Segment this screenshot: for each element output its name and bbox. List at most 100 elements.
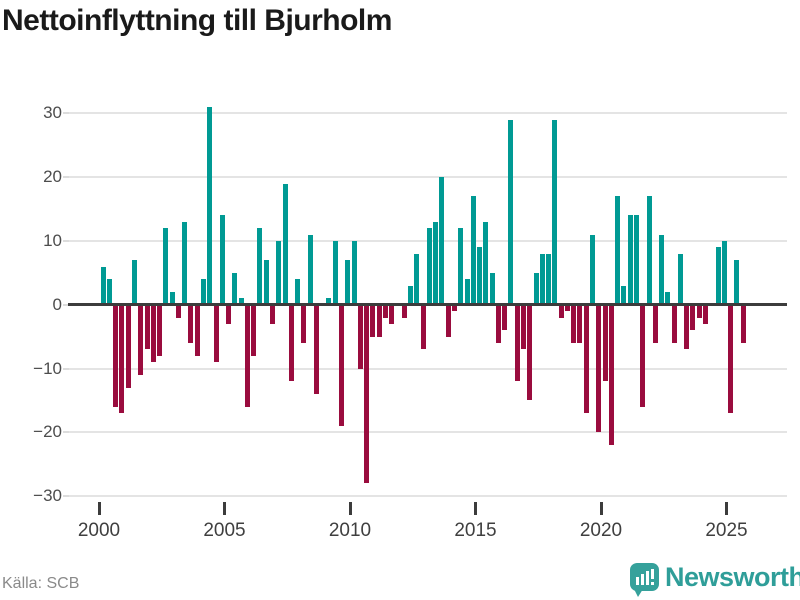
bar-2004Q1 [200,279,206,305]
bar-2011Q1 [376,304,382,337]
bar-2022Q2 [659,234,664,305]
gridline-y-10 [68,367,787,370]
bar-2024Q1 [702,304,708,324]
bar-2009Q4 [345,260,351,305]
bar-2016Q3 [514,304,520,382]
x-tick-label-2015: 2015 [454,520,497,541]
bar-2007Q1 [276,241,282,305]
bar-2010Q2 [357,304,363,369]
bar-2021Q1 [627,215,633,305]
bar-2000Q1 [100,266,106,305]
x-tick-2000 [97,502,101,515]
bar-2003Q3 [188,304,194,344]
bar-2023Q3 [690,304,696,331]
bar-2005Q2 [232,272,238,305]
bar-2021Q4 [646,196,652,305]
bar-2009Q3 [339,304,344,427]
bar-2011Q2 [382,304,388,318]
bar-2010Q1 [351,241,357,305]
bar-2012Q1 [401,304,407,318]
bar-2006Q2 [257,228,263,305]
bar-2001Q1 [125,304,131,388]
bar-2022Q1 [652,304,658,344]
bar-2000Q2 [106,279,112,305]
gridline-y-30 [68,495,787,498]
y-tick--10 [63,367,69,370]
bar-2022Q4 [671,304,677,344]
bar-2002Q4 [169,292,175,305]
bar-2000Q4 [119,304,125,414]
bar-2009Q2 [332,241,338,305]
x-tick-2015 [474,502,477,515]
bar-2025Q1 [728,304,733,414]
bar-2023Q2 [684,304,690,350]
bar-2005Q1 [226,304,231,324]
bar-2018Q3 [564,304,570,312]
bar-2006Q4 [270,304,275,324]
bar-2017Q4 [546,253,552,305]
bar-2012Q2 [408,285,413,305]
bar-2019Q1 [577,304,583,344]
bar-2012Q3 [414,253,420,305]
bar-2014Q2 [458,228,464,305]
bar-2021Q3 [640,304,646,407]
newsworthy-logo[interactable]: Newsworthy [630,562,800,597]
bar-2003Q4 [194,304,200,356]
bar-2019Q2 [583,304,589,414]
gridline-y30 [68,112,787,115]
bar-2025Q2 [734,260,740,305]
bar-2007Q3 [288,304,294,382]
gridline-y20 [68,176,787,179]
bar-2006Q3 [263,260,269,305]
y-tick-label--30: −30 [33,486,62,506]
y-tick-0 [63,303,69,306]
bar-2001Q2 [131,260,137,305]
bar-2024Q4 [721,241,727,305]
bar-2015Q2 [483,221,489,305]
bar-2019Q3 [590,234,595,305]
bar-2016Q1 [502,304,508,331]
bar-2008Q2 [307,234,313,305]
x-tick-2010 [348,502,352,515]
x-tick-label-2005: 2005 [203,520,246,541]
bar-2002Q1 [150,304,156,363]
bar-2016Q2 [508,119,514,305]
bar-2010Q4 [370,304,376,337]
bar-2017Q1 [527,304,533,401]
bar-2022Q3 [665,292,671,305]
chart-title: Nettoinflyttning till Bjurholm [2,4,392,37]
bar-2013Q3 [439,177,445,305]
bar-2019Q4 [596,304,602,433]
bar-2018Q2 [558,304,564,318]
bar-2001Q3 [138,304,144,375]
bar-2018Q4 [571,304,577,344]
bar-2023Q1 [677,253,683,305]
bar-2013Q1 [426,228,432,305]
bar-2020Q3 [615,196,621,305]
x-tick-label-2025: 2025 [705,520,748,541]
bar-2024Q3 [715,247,721,305]
bar-2014Q1 [451,304,457,312]
bar-2020Q2 [608,304,614,446]
bar-2003Q1 [175,304,181,318]
bar-2001Q4 [144,304,150,350]
y-tick-label--10: −10 [33,358,62,378]
bar-2007Q4 [295,279,301,305]
bar-2008Q1 [301,304,307,344]
y-tick-20 [63,176,69,179]
bar-2016Q4 [521,304,526,350]
logo-bubble-tail [634,589,643,597]
y-tick-label--20: −20 [33,422,62,442]
bar-2000Q3 [113,304,119,407]
bar-2023Q4 [696,304,702,318]
gridline-y-20 [68,431,787,434]
bar-2020Q4 [621,285,627,305]
y-tick-30 [63,112,69,115]
y-tick--30 [63,495,69,498]
y-tick-label-20: 20 [43,167,62,187]
bar-2003Q2 [182,221,188,305]
bar-2005Q4 [244,304,250,407]
zero-axis-line [68,303,787,307]
